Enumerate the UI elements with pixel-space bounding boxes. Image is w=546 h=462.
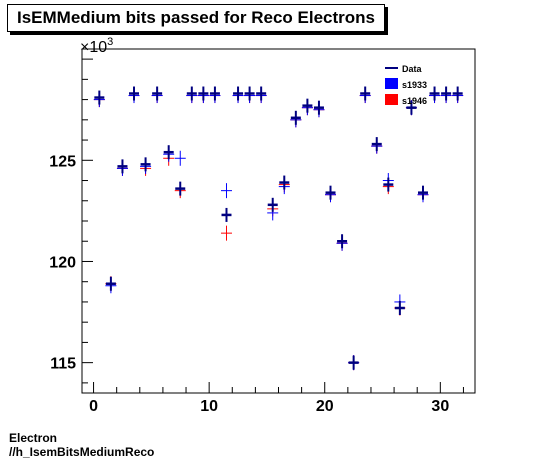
legend-label: s1933: [402, 80, 427, 90]
point-Data: [279, 175, 290, 190]
point-Data: [337, 234, 348, 249]
point-Data: [198, 86, 209, 101]
point-Data: [371, 137, 382, 152]
x-tick-label: 20: [316, 398, 334, 415]
point-Data: [94, 90, 105, 105]
x-tick-label: 10: [200, 398, 218, 415]
legend: Data s1933 s1946: [385, 64, 427, 106]
point-Data: [152, 86, 163, 101]
series-s1946: [93, 88, 464, 371]
point-Data: [209, 86, 220, 101]
point-Data: [406, 100, 417, 115]
legend-swatch: [385, 94, 398, 105]
point-Data: [140, 157, 151, 172]
point-Data: [441, 86, 452, 101]
point-Data: [325, 185, 336, 200]
point-Data: [175, 181, 186, 196]
legend-entry-Data: Data: [385, 64, 423, 74]
x-tick-label: 0: [89, 398, 98, 415]
point-Data: [383, 177, 394, 192]
point-Data: [302, 98, 313, 113]
point-Data: [221, 207, 232, 222]
y-multiplier-label: ×103: [80, 36, 113, 56]
legend-label: Data: [402, 64, 423, 74]
point-Data: [186, 86, 197, 101]
legend-label: s1946: [402, 96, 427, 106]
point-Data: [105, 276, 116, 291]
footer-line2: //h_IsemBitsMediumReco: [9, 445, 155, 459]
chart-title: IsEMMedium bits passed for Reco Electron…: [7, 4, 385, 32]
y-multiplier-exponent: 3: [107, 36, 113, 48]
series-s1933: [93, 88, 464, 371]
point-Data: [290, 110, 301, 125]
axes: 0 10 20 30 115 120 125: [49, 58, 464, 415]
point-Data: [313, 100, 324, 115]
footer: Electron //h_IsemBitsMediumReco: [9, 431, 154, 459]
footer-line1: Electron: [9, 431, 58, 445]
point-Data: [394, 301, 405, 316]
point-s1946: [220, 225, 232, 241]
y-tick-label: 120: [49, 254, 76, 271]
point-Data: [117, 159, 128, 174]
point-Data: [360, 86, 371, 101]
point-Data: [452, 86, 463, 101]
point-Data: [163, 145, 174, 160]
legend-entry-s1933: s1933: [385, 78, 427, 90]
point-s1933: [220, 183, 232, 199]
y-tick-label: 125: [49, 153, 76, 170]
point-Data: [417, 185, 428, 200]
point-Data: [429, 86, 440, 101]
point-Data: [129, 86, 140, 101]
point-Data: [244, 86, 255, 101]
legend-entry-s1946: s1946: [385, 94, 427, 106]
point-Data: [256, 86, 267, 101]
point-Data: [267, 197, 278, 212]
point-Data: [348, 355, 359, 370]
data-marks: [93, 86, 464, 371]
x-tick-label: 30: [431, 398, 449, 415]
legend-swatch: [385, 78, 398, 89]
point-s1933: [174, 150, 186, 166]
y-tick-label: 115: [50, 356, 76, 373]
series-Data: [94, 86, 463, 370]
point-Data: [233, 86, 244, 101]
